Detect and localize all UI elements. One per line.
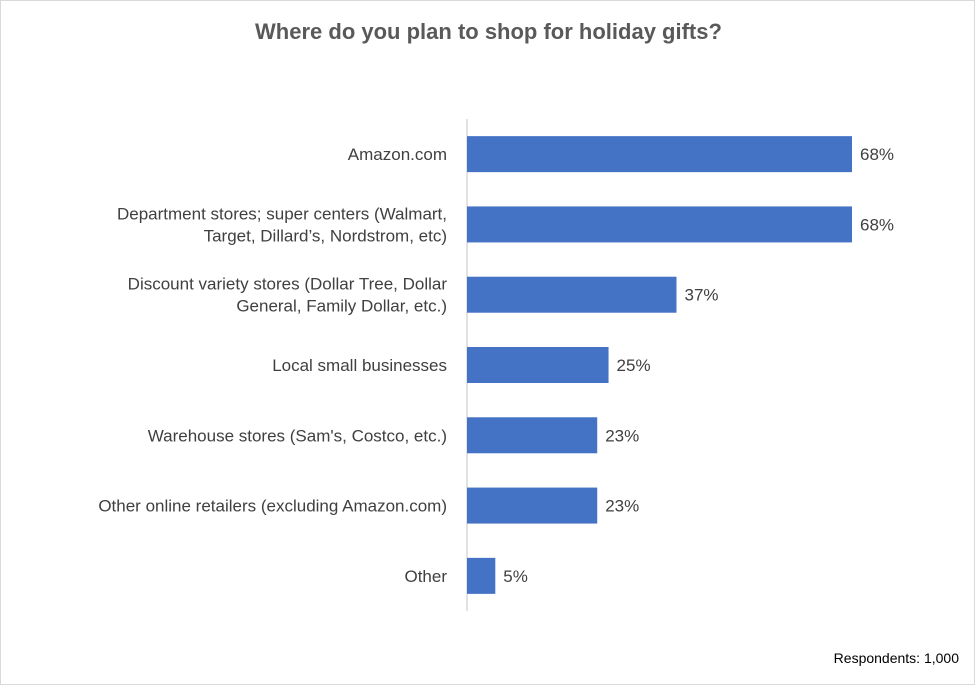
category-label-6-line-0: Other xyxy=(404,567,447,586)
value-label-3: 25% xyxy=(617,356,651,375)
bar-2 xyxy=(467,276,677,313)
value-label-4: 23% xyxy=(605,426,639,445)
value-label-5: 23% xyxy=(605,497,639,516)
category-label-1-line-1: Target, Dillard’s, Nordstrom, etc) xyxy=(204,226,447,245)
category-label-2-line-1: General, Family Dollar, etc.) xyxy=(236,297,447,316)
category-label-5-line-0: Other online retailers (excluding Amazon… xyxy=(98,497,447,516)
bar-0 xyxy=(467,136,852,173)
value-label-0: 68% xyxy=(860,145,894,164)
chart-title: Where do you plan to shop for holiday gi… xyxy=(255,19,722,44)
category-label-4-line-0: Warehouse stores (Sam's, Costco, etc.) xyxy=(148,426,447,445)
category-label-5: Other online retailers (excluding Amazon… xyxy=(98,497,447,516)
bar-1 xyxy=(467,206,852,243)
category-label-1-line-0: Department stores; super centers (Walmar… xyxy=(117,204,447,223)
value-label-6: 5% xyxy=(503,567,528,586)
category-label-4: Warehouse stores (Sam's, Costco, etc.) xyxy=(148,426,447,445)
category-label-3: Local small businesses xyxy=(272,356,447,375)
bar-6 xyxy=(467,557,496,594)
category-label-0: Amazon.com xyxy=(348,145,447,164)
bar-4 xyxy=(467,417,598,454)
category-label-0-line-0: Amazon.com xyxy=(348,145,447,164)
category-label-2-line-0: Discount variety stores (Dollar Tree, Do… xyxy=(128,275,448,294)
bar-3 xyxy=(467,347,609,383)
category-label-2: Discount variety stores (Dollar Tree, Do… xyxy=(128,275,448,316)
value-label-1: 68% xyxy=(860,215,894,234)
category-label-1: Department stores; super centers (Walmar… xyxy=(117,204,447,245)
respondents-footnote: Respondents: 1,000 xyxy=(833,650,959,666)
value-label-2: 37% xyxy=(684,286,718,305)
bar-5 xyxy=(467,487,598,524)
category-label-3-line-0: Local small businesses xyxy=(272,356,447,375)
category-label-6: Other xyxy=(404,567,447,586)
